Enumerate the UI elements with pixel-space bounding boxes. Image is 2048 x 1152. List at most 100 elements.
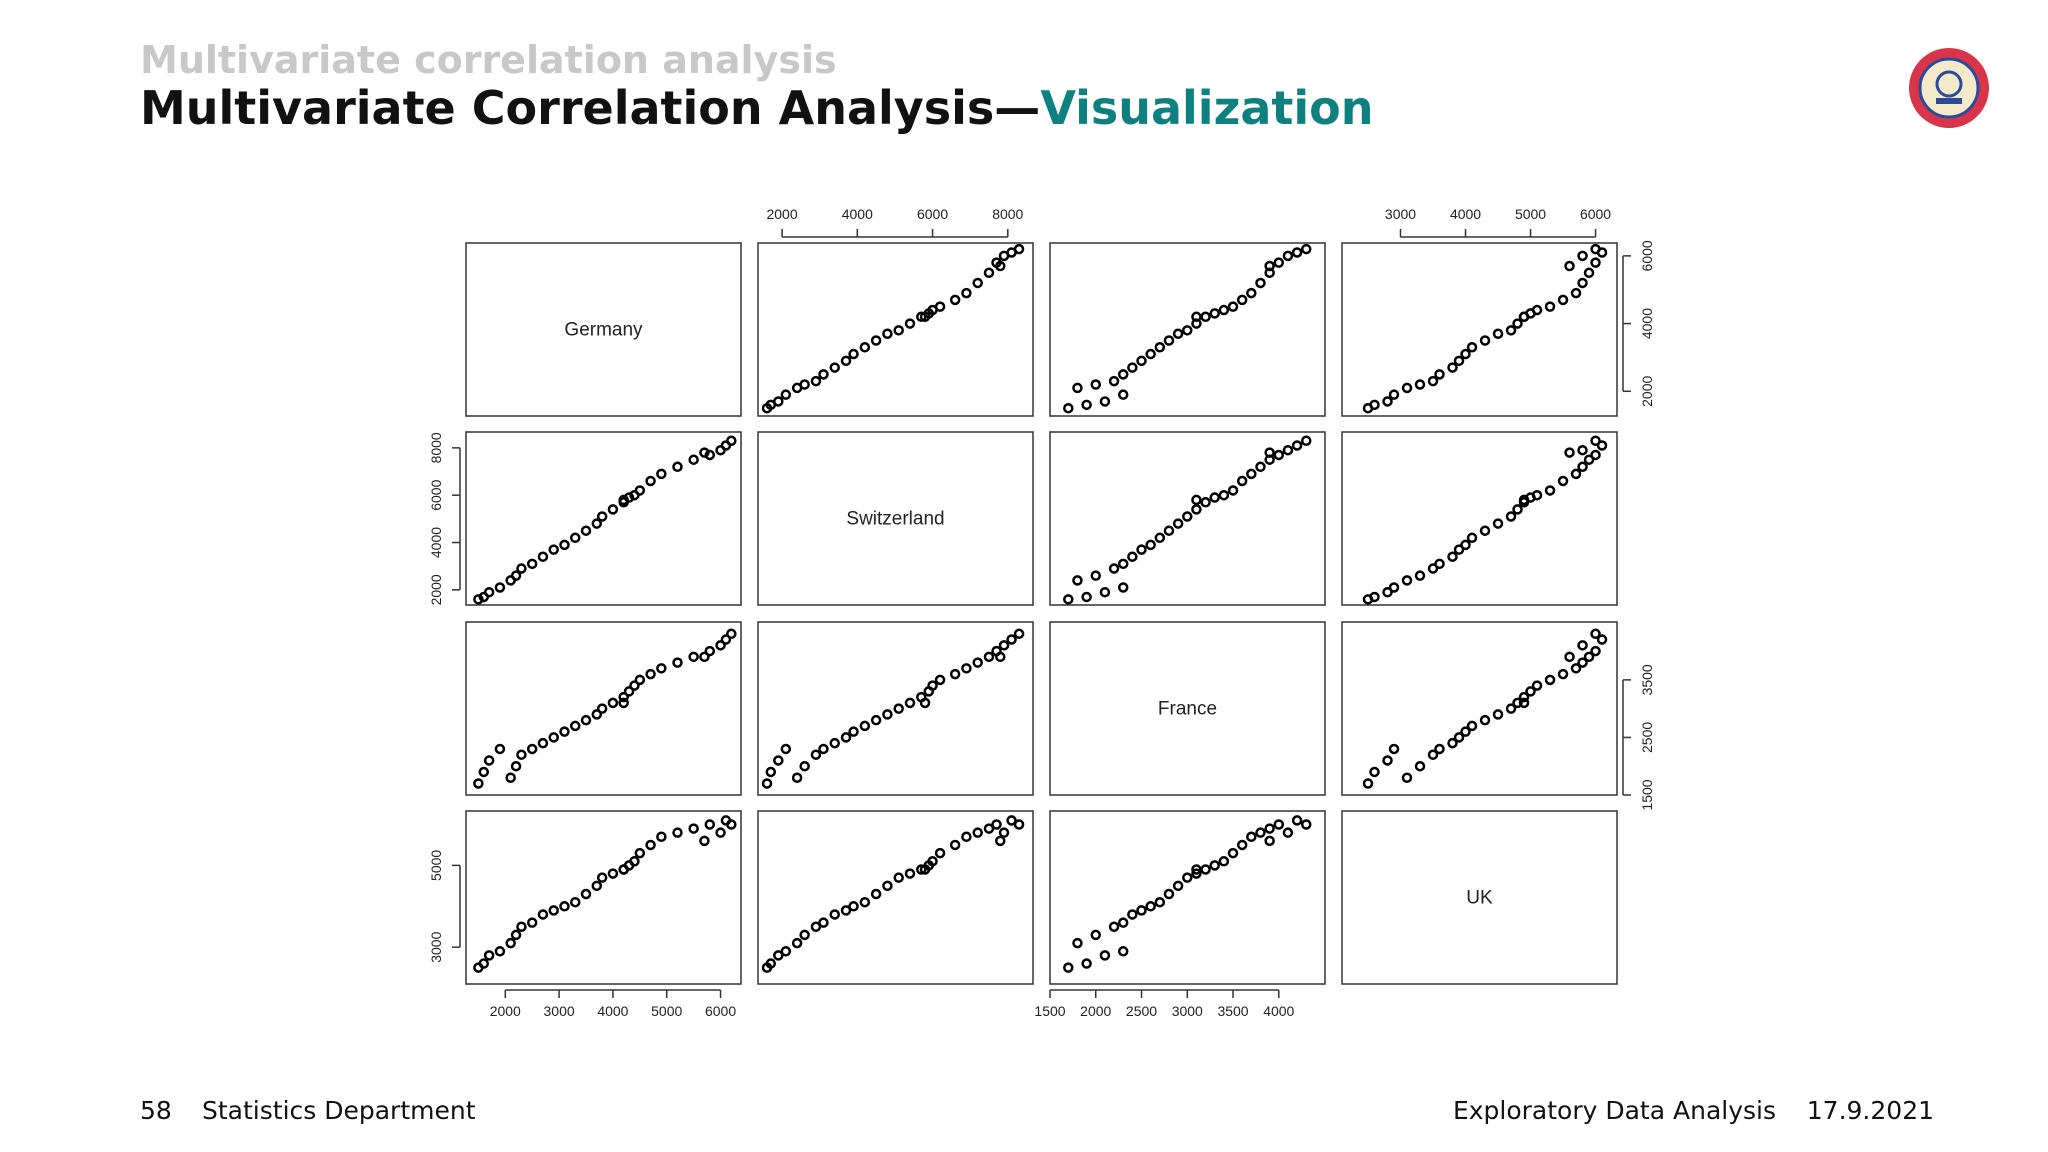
point (688, 651, 699, 663)
point (510, 760, 522, 772)
point (1090, 570, 1102, 581)
point (1369, 399, 1380, 411)
point (904, 697, 916, 709)
point (1434, 558, 1445, 570)
point (961, 287, 972, 299)
point (526, 558, 538, 570)
point (919, 864, 931, 875)
point (1090, 929, 1102, 941)
point (672, 461, 683, 473)
point (516, 921, 527, 932)
tick-label: 1500 (1639, 779, 1655, 810)
point (927, 680, 938, 691)
point (1583, 651, 1595, 663)
tick-label: 2000 (766, 206, 797, 222)
point (715, 827, 726, 838)
point (1117, 582, 1129, 593)
variable-label: France (1158, 699, 1217, 720)
point (1255, 827, 1266, 838)
point (569, 720, 581, 732)
point (859, 342, 871, 353)
panel (757, 242, 1034, 417)
panel (757, 810, 1034, 985)
point (972, 657, 983, 668)
point (1127, 362, 1138, 373)
point (1072, 575, 1083, 586)
point (1479, 714, 1491, 726)
panel (465, 242, 742, 417)
point (656, 468, 667, 480)
tick-label: 6000 (428, 479, 444, 510)
point (1479, 525, 1491, 536)
point (548, 905, 559, 916)
point (1191, 311, 1202, 323)
page-number: 58 (140, 1096, 172, 1125)
course: Exploratory Data Analysis (1453, 1096, 1776, 1125)
point (848, 348, 859, 360)
point (893, 325, 904, 336)
point (1382, 396, 1393, 407)
point (919, 697, 931, 709)
point (904, 318, 916, 329)
point (1434, 369, 1445, 380)
point (1182, 511, 1193, 522)
point (1447, 362, 1458, 373)
point (715, 640, 726, 651)
point (596, 511, 608, 522)
point (672, 827, 683, 838)
point (510, 570, 522, 581)
panel (1049, 431, 1326, 606)
point (1453, 544, 1465, 555)
point (704, 449, 716, 461)
point (840, 355, 852, 367)
point (1282, 250, 1294, 262)
point (618, 864, 629, 875)
tick-label: 4000 (1450, 206, 1481, 222)
point (618, 691, 629, 703)
point (1460, 726, 1471, 737)
tick-label: 5000 (1515, 206, 1546, 222)
tick-label: 3000 (428, 931, 444, 962)
point (1362, 778, 1374, 789)
point (1200, 864, 1211, 875)
point (596, 703, 608, 714)
tick-label: 8000 (992, 206, 1023, 222)
tick-label: 4000 (842, 206, 873, 222)
point (840, 732, 852, 743)
point (972, 277, 983, 289)
point (972, 827, 983, 838)
point (780, 743, 792, 755)
point (1127, 551, 1138, 562)
point (1531, 489, 1543, 501)
point (1108, 563, 1120, 574)
point (1154, 896, 1166, 908)
point (1577, 444, 1588, 456)
point (882, 709, 893, 720)
point (645, 475, 656, 487)
point (1273, 449, 1285, 461)
point (1512, 504, 1523, 515)
point (829, 737, 840, 749)
tick-label: 6000 (1639, 240, 1655, 271)
point (1218, 856, 1230, 867)
point (1564, 260, 1575, 272)
logo (1909, 48, 1989, 128)
point (1273, 257, 1285, 268)
point (1063, 594, 1074, 605)
point (1492, 709, 1504, 720)
point (1172, 880, 1184, 892)
point (893, 703, 904, 714)
point (618, 697, 629, 709)
point (1127, 909, 1138, 920)
point (1264, 447, 1275, 458)
point (1291, 440, 1303, 451)
tick-label: 3500 (1217, 1003, 1248, 1019)
point (1145, 348, 1156, 360)
point (1492, 518, 1504, 529)
point (818, 743, 829, 755)
tick-label: 2500 (1126, 1003, 1157, 1019)
point (494, 582, 506, 593)
point (1505, 511, 1517, 522)
title-highlight: Visualization (1040, 81, 1373, 135)
